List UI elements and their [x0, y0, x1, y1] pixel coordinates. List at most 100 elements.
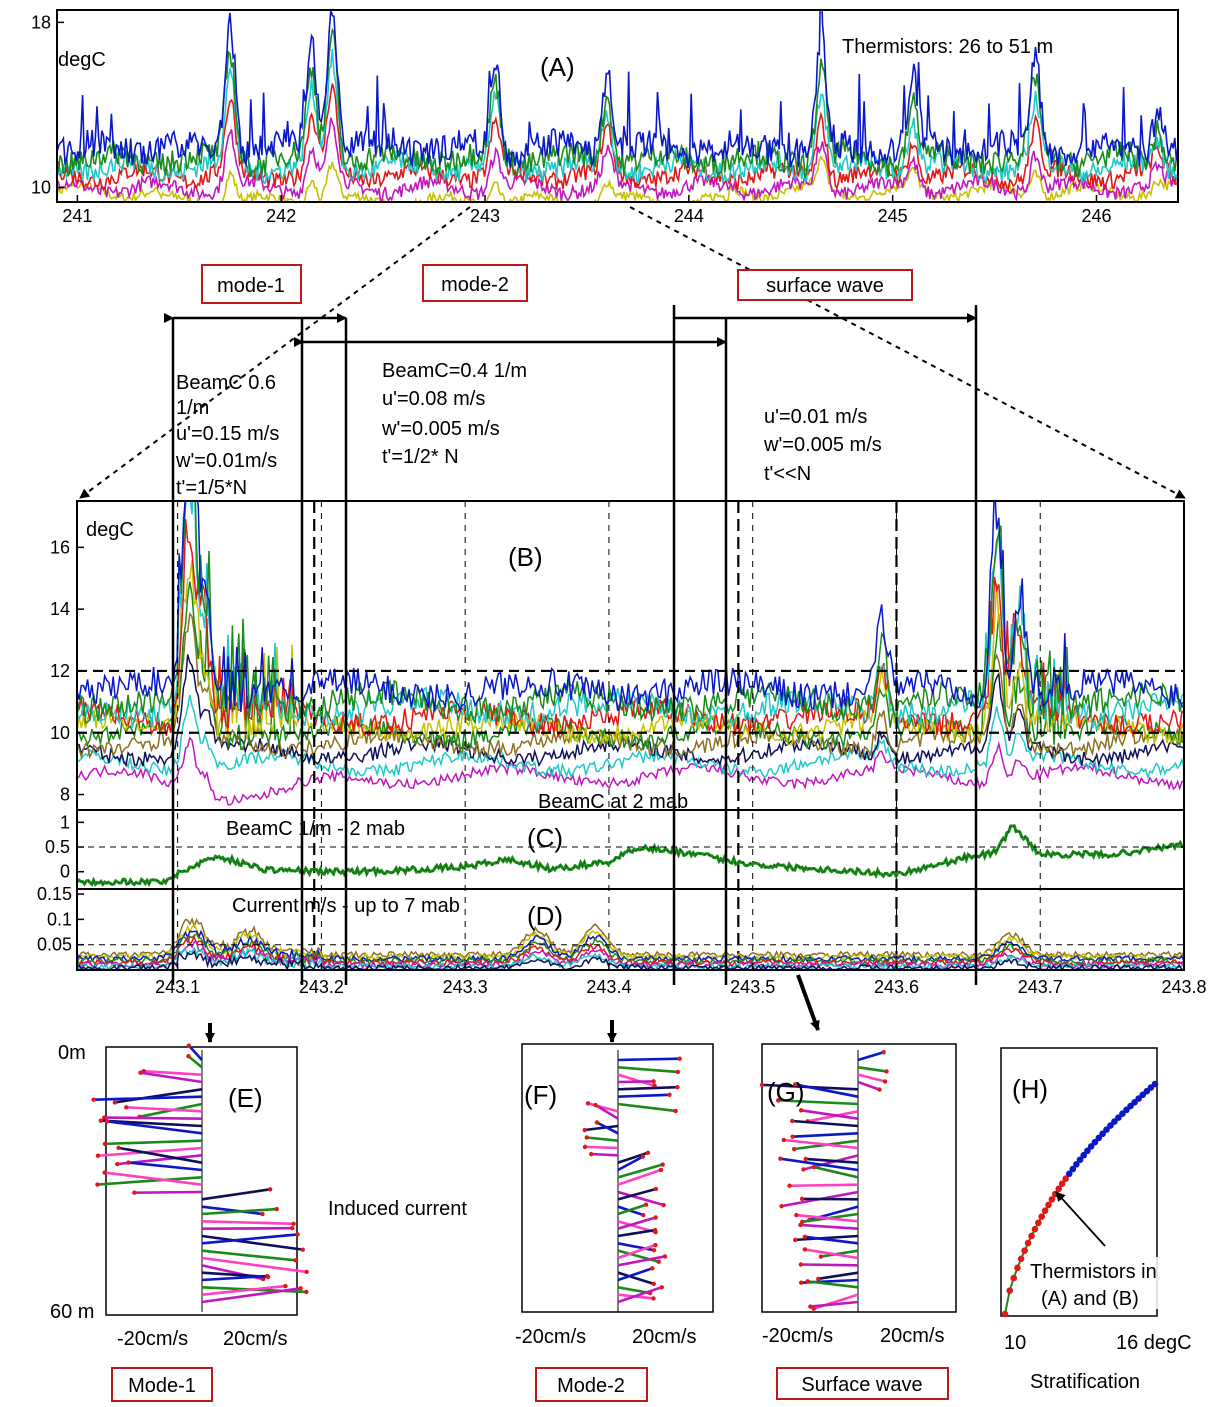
panel-f-vector-tip	[667, 1092, 672, 1097]
panel-g-vector	[795, 1234, 859, 1242]
panel-g-vector-tip	[759, 1082, 765, 1088]
panel-a-xtick-label: 241	[62, 206, 92, 226]
panel-e-vector-tip	[98, 1118, 103, 1123]
panel-g-vector	[804, 1248, 859, 1260]
panel-e-vector	[104, 1116, 203, 1120]
panel-e-vector-tip	[101, 1115, 107, 1120]
panel-h-point	[1031, 1225, 1039, 1233]
panel-f-vector-tip	[658, 1167, 664, 1173]
panel-d-series-blue	[77, 929, 1184, 964]
panel-g-vector-tip	[792, 1082, 798, 1087]
panel-h-xtick-right: 16 degC	[1116, 1332, 1192, 1354]
panel-g-vector-tip	[781, 1137, 787, 1143]
panel-f-vector	[617, 1271, 655, 1286]
panel-f-vector-tip	[653, 1186, 659, 1192]
panel-f-vector-tip	[651, 1281, 657, 1287]
panel-f-vector-tip	[660, 1162, 665, 1167]
panel-b-ytick-label: 16	[50, 537, 70, 557]
panel-h-xtick-left: 10	[1004, 1332, 1026, 1354]
panel-e-vector	[106, 1120, 203, 1135]
panel-g-vector-tip	[816, 1276, 821, 1281]
surface-wave-caption: Surface wave	[801, 1374, 922, 1396]
interval-verticals	[171, 305, 978, 985]
panel-f-vector-tip	[640, 1154, 646, 1159]
panel-f-vector	[617, 1102, 676, 1113]
panel-h-profile	[1001, 1080, 1159, 1318]
panel-d-xtick-label: 243.7	[1018, 977, 1063, 997]
panel-a-xtick-label: 245	[878, 206, 908, 226]
panel-h-point	[1076, 1156, 1084, 1164]
panel-b-series	[77, 501, 1184, 806]
panel-f-vector-tip	[652, 1227, 658, 1233]
panel-h-annotation-arrow	[1055, 1191, 1106, 1247]
panel-c-axes: 10.50	[45, 812, 1184, 882]
panel-f-vector-tip	[582, 1144, 588, 1150]
panel-c: 10.50 BeamC at 2 mab BeamC 1/m - 2 mab (…	[45, 791, 1184, 888]
panel-c-ytick-label: 0.5	[45, 837, 70, 857]
panel-d-ytick-label: 0.1	[47, 909, 72, 929]
panel-e-vector-tip	[115, 1161, 120, 1167]
panel-f-vector	[617, 1080, 654, 1084]
panel-e-vector-tip	[274, 1206, 279, 1212]
panel-e-vector	[187, 1044, 203, 1061]
panel-g-vector-tip	[877, 1087, 882, 1092]
panel-g-vector	[804, 1235, 859, 1245]
panel-a-series-blue	[57, 10, 1178, 169]
panel-e-vector	[201, 1256, 307, 1274]
panel-h-frame	[1000, 1047, 1158, 1317]
panel-f-vector-tip	[643, 1202, 649, 1207]
panel-g-vector-tip	[799, 1196, 805, 1202]
panel-a-xtick-label: 246	[1081, 206, 1111, 226]
panel-b-ytick-label: 10	[50, 723, 70, 743]
panel-g-vector-tip	[779, 1203, 784, 1209]
panel-f-vector-tip	[593, 1102, 598, 1108]
panel-g-vector	[807, 1110, 859, 1123]
panel-e-vectors	[91, 1043, 309, 1312]
panel-d-xtick-label: 243.1	[155, 977, 200, 997]
panel-g-vector	[818, 1271, 859, 1281]
panel-d-xtick-label: 243.8	[1161, 977, 1206, 997]
panel-g-vector-tip	[794, 1212, 799, 1218]
panel-g-vector	[792, 1119, 859, 1128]
panel-g-vector	[857, 1050, 885, 1062]
panel-f-vector	[617, 1243, 656, 1260]
panel-e-xlabel-left: -20cm/s	[117, 1328, 188, 1350]
induced-current-label: Induced current	[328, 1198, 467, 1220]
mode1-note-2: 1/m	[176, 397, 209, 419]
panel-h-point	[1073, 1161, 1080, 1168]
panel-f-vector	[617, 1242, 655, 1252]
panel-f-vector-tip	[582, 1127, 587, 1133]
panel-f-vector	[591, 1152, 619, 1157]
mode1-caption-box	[111, 1367, 213, 1402]
panel-g-vector-tip	[798, 1108, 804, 1113]
mode1-note-3: u'=0.15 m/s	[176, 423, 279, 445]
panel-f-vectors	[582, 1050, 682, 1312]
zoom-connectors	[79, 206, 1186, 499]
surface-note-3: t'<<N	[764, 463, 811, 485]
panel-d-xtick-label: 243.2	[299, 977, 344, 997]
mode2-note-2: u'=0.08 m/s	[382, 388, 485, 410]
panel-e: (E) 0m 60 m -20cm/s 20cm/s Mode-1	[50, 1042, 309, 1402]
panel-g-vector-tip	[787, 1183, 792, 1188]
panel-e-vector	[93, 1095, 203, 1101]
mode2-box	[422, 264, 528, 302]
panel-h-point	[1087, 1143, 1095, 1150]
panel-f-vector	[617, 1151, 649, 1164]
panel-e-vector	[97, 1146, 203, 1158]
panel-f-vector	[617, 1093, 670, 1098]
panel-f-vector	[617, 1085, 678, 1091]
panel-b-series-magenta	[77, 736, 1184, 806]
panel-d-xtick-label: 243.6	[874, 977, 919, 997]
panel-f-vector	[617, 1190, 664, 1207]
panel-d-label: (D)	[527, 901, 563, 931]
zoom-connector-left	[79, 206, 471, 499]
panel-e-vector	[134, 1190, 203, 1194]
panel-g-vector	[810, 1300, 859, 1308]
panel-f-vector	[617, 1187, 657, 1201]
mode1-box-label: mode-1	[217, 275, 285, 297]
panel-f-vector	[617, 1228, 656, 1238]
panel-f-vector-tip	[653, 1242, 658, 1248]
panel-c-beamc-markers	[77, 825, 1184, 886]
panel-e-vector-tip	[186, 1054, 191, 1059]
panel-a-xtick-label: 244	[674, 206, 704, 226]
